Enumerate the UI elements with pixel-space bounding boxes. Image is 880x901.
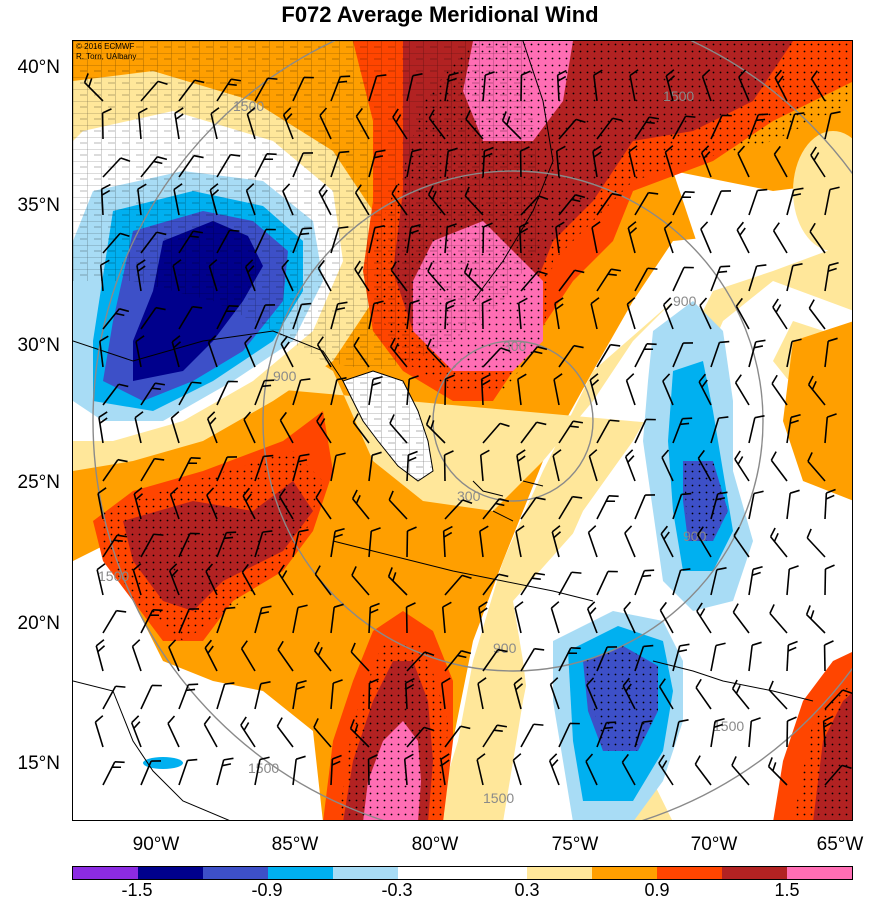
- colorbar-swatch: [527, 867, 592, 879]
- range-ring-label: 1500: [233, 98, 264, 114]
- colorbar-label: 0.3: [492, 880, 562, 901]
- colorbar-label: 0.9: [622, 880, 692, 901]
- map-title: F072 Average Meridional Wind: [0, 0, 880, 30]
- colorbar-swatch: [138, 867, 203, 879]
- lat-label-30n: 30°N: [0, 335, 60, 357]
- lon-label-75w: 75°W: [530, 834, 620, 856]
- lat-label-15n: 15°N: [0, 753, 60, 775]
- colorbar-swatch: [657, 867, 722, 879]
- range-ring-label: 900: [273, 368, 297, 384]
- colorbar-swatch: [203, 867, 268, 879]
- colorbar-swatch: [592, 867, 657, 879]
- colorbar-swatch: [787, 867, 852, 879]
- lon-label-70w: 70°W: [669, 834, 759, 856]
- lon-label-80w: 80°W: [390, 834, 480, 856]
- colorbar-swatch: [398, 867, 463, 879]
- credit-ecmwf: © 2016 ECMWF: [76, 42, 134, 51]
- lat-label-35n: 35°N: [0, 195, 60, 217]
- range-ring-label: 300: [503, 338, 527, 354]
- colorbar-label: -0.9: [232, 880, 302, 901]
- range-ring-label: 900: [493, 640, 517, 656]
- credit-author: R. Torn, UAlbany: [76, 52, 136, 61]
- colorbar: [72, 866, 853, 880]
- lon-label-65w: 65°W: [795, 834, 880, 856]
- lon-label-90w: 90°W: [111, 834, 201, 856]
- colorbar-swatch: [333, 867, 398, 879]
- colorbar-label: 1.5: [752, 880, 822, 901]
- lat-label-40n: 40°N: [0, 57, 60, 79]
- colorbar-swatch: [73, 867, 138, 879]
- colorbar-swatch: [268, 867, 333, 879]
- range-ring-label: 900: [683, 528, 707, 544]
- colorbar-swatch: [463, 867, 528, 879]
- range-ring-label: 1500: [483, 790, 514, 806]
- range-ring-label: 1500: [248, 760, 279, 776]
- meridional-wind-map: 3003009009009009001500150015001500150015…: [73, 41, 853, 821]
- colorbar-swatch: [722, 867, 787, 879]
- colorbar-label: -0.3: [362, 880, 432, 901]
- range-ring-label: 900: [673, 293, 697, 309]
- lon-label-85w: 85°W: [250, 834, 340, 856]
- lat-label-20n: 20°N: [0, 613, 60, 635]
- range-ring-label: 1500: [663, 88, 694, 104]
- range-ring-label: 1500: [98, 568, 129, 584]
- colorbar-label: -1.5: [102, 880, 172, 901]
- lat-label-25n: 25°N: [0, 472, 60, 494]
